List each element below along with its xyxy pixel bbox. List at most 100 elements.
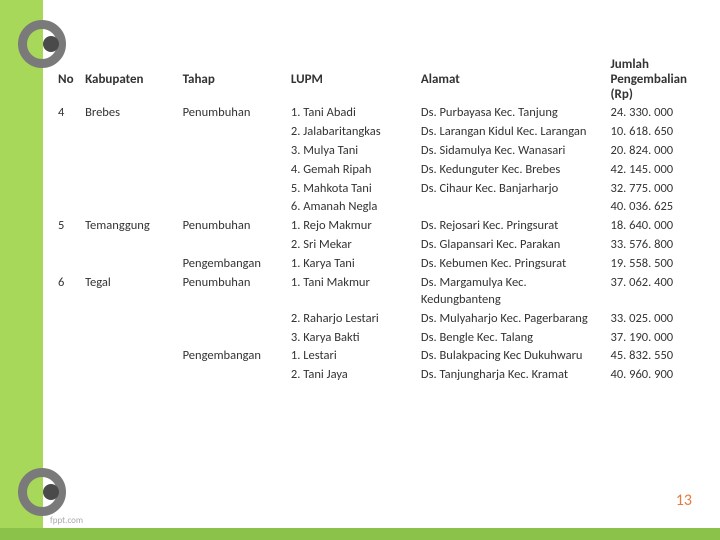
cell-lupm: 3. Mulya Tani [288, 142, 418, 161]
header-tahap: Tahap [180, 55, 288, 104]
table-row: 5TemanggungPenumbuhan1. Rejo MakmurDs. R… [55, 217, 705, 236]
cell-no [55, 255, 82, 274]
cell-kabupaten [82, 347, 180, 366]
cell-tahap [180, 123, 288, 142]
cell-lupm: 2. Tani Jaya [288, 366, 418, 385]
footer-link: fppt.com [50, 515, 83, 526]
cell-jumlah: 20. 824. 000 [607, 142, 705, 161]
cell-kabupaten: Brebes [82, 104, 180, 123]
cell-kabupaten [82, 123, 180, 142]
footer-bar [0, 528, 720, 540]
cell-jumlah: 10. 618. 650 [607, 123, 705, 142]
cell-tahap [180, 310, 288, 329]
binder-ring-bottom [18, 468, 68, 518]
cell-no [55, 142, 82, 161]
cell-jumlah: 42. 145. 000 [607, 161, 705, 180]
cell-kabupaten [82, 198, 180, 217]
cell-lupm: 1. Tani Makmur [288, 274, 418, 310]
cell-tahap [180, 366, 288, 385]
cell-tahap [180, 180, 288, 199]
cell-kabupaten [82, 142, 180, 161]
cell-jumlah: 19. 558. 500 [607, 255, 705, 274]
cell-lupm: 1. Rejo Makmur [288, 217, 418, 236]
header-row: No Kabupaten Tahap LUPM Alamat Jumlah Pe… [55, 55, 705, 104]
table-row: Pengembangan1. LestariDs. Bulakpacing Ke… [55, 347, 705, 366]
cell-no [55, 310, 82, 329]
cell-tahap [180, 329, 288, 348]
cell-jumlah: 33. 576. 800 [607, 236, 705, 255]
cell-alamat: Ds. Bulakpacing Kec Dukuhwaru [418, 347, 608, 366]
data-table: No Kabupaten Tahap LUPM Alamat Jumlah Pe… [55, 55, 705, 385]
cell-alamat: Ds. Kebumen Kec. Pringsurat [418, 255, 608, 274]
cell-kabupaten [82, 329, 180, 348]
cell-alamat: Ds. Bengle Kec. Talang [418, 329, 608, 348]
cell-tahap: Penumbuhan [180, 104, 288, 123]
cell-no [55, 180, 82, 199]
cell-tahap: Penumbuhan [180, 217, 288, 236]
cell-lupm: 2. Jalabaritangkas [288, 123, 418, 142]
cell-no [55, 329, 82, 348]
table-row: 2. Raharjo LestariDs. Mulyaharjo Kec. Pa… [55, 310, 705, 329]
cell-jumlah: 40. 036. 625 [607, 198, 705, 217]
table-row: 4BrebesPenumbuhan1. Tani AbadiDs. Purbay… [55, 104, 705, 123]
cell-kabupaten: Tegal [82, 274, 180, 310]
table-row: 2. JalabaritangkasDs. Larangan Kidul Kec… [55, 123, 705, 142]
cell-tahap [180, 161, 288, 180]
table-row: Pengembangan1. Karya TaniDs. Kebumen Kec… [55, 255, 705, 274]
cell-kabupaten [82, 161, 180, 180]
cell-jumlah: 18. 640. 000 [607, 217, 705, 236]
table-row: 3. Mulya TaniDs. Sidamulya Kec. Wanasari… [55, 142, 705, 161]
header-lupm: LUPM [288, 55, 418, 104]
cell-jumlah: 37. 062. 400 [607, 274, 705, 310]
cell-lupm: 5. Mahkota Tani [288, 180, 418, 199]
cell-lupm: 2. Raharjo Lestari [288, 310, 418, 329]
cell-no [55, 198, 82, 217]
cell-alamat: Ds. Rejosari Kec. Pringsurat [418, 217, 608, 236]
cell-alamat: Ds. Mulyaharjo Kec. Pagerbarang [418, 310, 608, 329]
cell-tahap [180, 236, 288, 255]
header-kabupaten: Kabupaten [82, 55, 180, 104]
cell-kabupaten [82, 180, 180, 199]
cell-no [55, 161, 82, 180]
cell-no [55, 366, 82, 385]
cell-lupm: 2. Sri Mekar [288, 236, 418, 255]
cell-jumlah: 24. 330. 000 [607, 104, 705, 123]
cell-alamat: Ds. Glapansari Kec. Parakan [418, 236, 608, 255]
cell-alamat: Ds. Margamulya Kec. Kedungbanteng [418, 274, 608, 310]
cell-kabupaten [82, 236, 180, 255]
table-row: 6TegalPenumbuhan1. Tani MakmurDs. Margam… [55, 274, 705, 310]
cell-lupm: 1. Tani Abadi [288, 104, 418, 123]
header-no: No [55, 55, 82, 104]
cell-kabupaten [82, 310, 180, 329]
table-row: 2. Tani JayaDs. Tanjungharja Kec. Kramat… [55, 366, 705, 385]
cell-no [55, 347, 82, 366]
cell-kabupaten [82, 255, 180, 274]
header-jumlah: Jumlah Pengembalian (Rp) [607, 55, 705, 104]
cell-lupm: 1. Lestari [288, 347, 418, 366]
cell-jumlah: 40. 960. 900 [607, 366, 705, 385]
cell-alamat: Ds. Larangan Kidul Kec. Larangan [418, 123, 608, 142]
cell-jumlah: 33. 025. 000 [607, 310, 705, 329]
cell-alamat: Ds. Cihaur Kec. Banjarharjo [418, 180, 608, 199]
cell-alamat: Ds. Kedunguter Kec. Brebes [418, 161, 608, 180]
cell-no: 6 [55, 274, 82, 310]
cell-lupm: 6. Amanah Negla [288, 198, 418, 217]
cell-tahap: Penumbuhan [180, 274, 288, 310]
page-number: 13 [676, 491, 692, 510]
cell-no: 5 [55, 217, 82, 236]
cell-alamat: Ds. Purbayasa Kec. Tanjung [418, 104, 608, 123]
cell-kabupaten: Temanggung [82, 217, 180, 236]
cell-kabupaten [82, 366, 180, 385]
cell-lupm: 1. Karya Tani [288, 255, 418, 274]
cell-no [55, 123, 82, 142]
cell-alamat [418, 198, 608, 217]
table-row: 5. Mahkota TaniDs. Cihaur Kec. Banjarhar… [55, 180, 705, 199]
cell-no [55, 236, 82, 255]
cell-lupm: 3. Karya Bakti [288, 329, 418, 348]
cell-jumlah: 32. 775. 000 [607, 180, 705, 199]
header-alamat: Alamat [418, 55, 608, 104]
cell-jumlah: 37. 190. 000 [607, 329, 705, 348]
table-row: 4. Gemah RipahDs. Kedunguter Kec. Brebes… [55, 161, 705, 180]
cell-alamat: Ds. Tanjungharja Kec. Kramat [418, 366, 608, 385]
cell-tahap [180, 198, 288, 217]
